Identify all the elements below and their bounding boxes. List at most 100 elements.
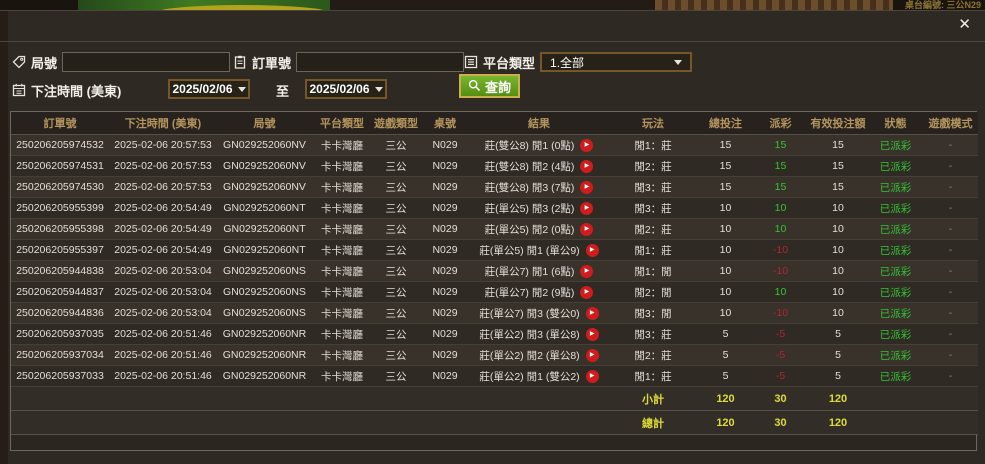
cell-mode: - bbox=[923, 281, 978, 303]
cell-result: 莊(雙公8) 閒2 (4點) ▶ bbox=[470, 155, 608, 177]
cell-payout: -10 bbox=[753, 260, 808, 282]
column-header-table-no: 桌號 bbox=[420, 112, 470, 135]
cell-game-type: 三公 bbox=[372, 302, 420, 324]
column-header-status: 狀態 bbox=[868, 112, 923, 135]
replay-button[interactable]: ▶ bbox=[585, 348, 599, 362]
result-text: 莊(單公2) 閒1 (雙公2) bbox=[479, 370, 580, 383]
column-header-order-no: 訂單號 bbox=[11, 112, 109, 135]
tag-icon bbox=[12, 55, 26, 69]
cell-result: 莊(單公7) 閒2 (9點) ▶ bbox=[470, 281, 608, 303]
cell-table-no: N029 bbox=[420, 323, 470, 345]
header-divider bbox=[0, 41, 985, 42]
replay-button[interactable]: ▶ bbox=[580, 201, 594, 215]
replay-button[interactable]: ▶ bbox=[580, 264, 594, 278]
cell-platform: 卡卡灣廳 bbox=[312, 155, 372, 177]
cell-play: 閒3：莊 bbox=[608, 323, 698, 345]
platform-select[interactable]: 1.全部 bbox=[540, 52, 693, 72]
cell-total-bet: 5 bbox=[698, 344, 753, 366]
game-no-input[interactable] bbox=[62, 52, 231, 72]
cell-payout: -10 bbox=[753, 302, 808, 324]
cell-total-bet: 10 bbox=[698, 239, 753, 261]
replay-button[interactable]: ▶ bbox=[585, 306, 599, 320]
cell-play: 閒1：莊 bbox=[608, 365, 698, 387]
result-text: 莊(雙公8) 閒3 (7點) bbox=[484, 181, 575, 194]
cell-payout: -5 bbox=[753, 365, 808, 387]
cell-mode: - bbox=[923, 155, 978, 177]
cell-game-type: 三公 bbox=[372, 197, 420, 219]
cell-table-no: N029 bbox=[420, 344, 470, 366]
replay-button[interactable]: ▶ bbox=[580, 138, 594, 152]
cell-mode: - bbox=[923, 197, 978, 219]
replay-button[interactable]: ▶ bbox=[580, 285, 594, 299]
search-button[interactable]: 查詢 bbox=[459, 74, 521, 98]
cell-total-bet: 10 bbox=[698, 260, 753, 282]
cell-status: 已派彩 bbox=[868, 155, 923, 177]
order-no-input[interactable] bbox=[296, 52, 465, 72]
cell-play: 閒1：莊 bbox=[608, 239, 698, 261]
cell-status: 已派彩 bbox=[868, 302, 923, 324]
list-icon bbox=[464, 55, 478, 69]
cell-bet-time: 2025-02-06 20:54:49 bbox=[109, 218, 217, 240]
cell-table-no: N029 bbox=[420, 365, 470, 387]
order-no-label: 訂單號 bbox=[252, 55, 292, 71]
date-from-group: 2025/02/06 bbox=[168, 78, 250, 100]
cell-status: 已派彩 bbox=[868, 323, 923, 345]
chevron-down-icon bbox=[374, 86, 383, 92]
close-icon[interactable]: ✕ bbox=[958, 16, 971, 33]
cell-payout: 10 bbox=[753, 218, 808, 240]
result-text: 莊(單公7) 閒1 (6點) bbox=[484, 265, 575, 278]
cell-mode: - bbox=[923, 134, 978, 156]
cell-valid-bet: 10 bbox=[808, 239, 868, 261]
cell-status: 已派彩 bbox=[868, 344, 923, 366]
platform-selected-value: 1.全部 bbox=[550, 55, 585, 70]
table-row: 250206205974530 2025-02-06 20:57:53 GN02… bbox=[11, 176, 978, 198]
cell-valid-bet: 10 bbox=[808, 281, 868, 303]
cell-game-no: GN029252060NS bbox=[217, 260, 312, 282]
cell-bet-time: 2025-02-06 20:57:53 bbox=[109, 134, 217, 156]
cell-table-no: N029 bbox=[420, 281, 470, 303]
cell-game-type: 三公 bbox=[372, 260, 420, 282]
cell-result: 莊(單公5) 閒2 (0點) ▶ bbox=[470, 218, 608, 240]
date-to-picker[interactable]: 2025/02/06 bbox=[305, 79, 387, 99]
cell-bet-time: 2025-02-06 20:54:49 bbox=[109, 239, 217, 261]
cell-order-no: 250206205937035 bbox=[11, 323, 109, 345]
subtotal-total-bet: 120 bbox=[698, 386, 753, 411]
cell-payout: 10 bbox=[753, 281, 808, 303]
cell-bet-time: 2025-02-06 20:53:04 bbox=[109, 281, 217, 303]
cell-play: 閒3：莊 bbox=[608, 176, 698, 198]
chevron-down-icon bbox=[674, 59, 683, 65]
cell-valid-bet: 5 bbox=[808, 365, 868, 387]
cell-payout: 10 bbox=[753, 197, 808, 219]
replay-button[interactable]: ▶ bbox=[580, 159, 594, 173]
cell-result: 莊(單公7) 閒3 (雙公0) ▶ bbox=[470, 302, 608, 324]
cell-payout: 15 bbox=[753, 134, 808, 156]
platform-label: 平台類型 bbox=[483, 55, 536, 71]
cell-result: 莊(單公2) 閒1 (雙公2) ▶ bbox=[470, 365, 608, 387]
cell-table-no: N029 bbox=[420, 176, 470, 198]
replay-button[interactable]: ▶ bbox=[585, 243, 599, 257]
cell-total-bet: 10 bbox=[698, 281, 753, 303]
replay-button[interactable]: ▶ bbox=[585, 327, 599, 341]
result-text: 莊(雙公8) 閒2 (4點) bbox=[484, 160, 575, 173]
cell-table-no: N029 bbox=[420, 218, 470, 240]
replay-button[interactable]: ▶ bbox=[585, 369, 599, 383]
cell-play: 閒3：莊 bbox=[608, 197, 698, 219]
cell-table-no: N029 bbox=[420, 197, 470, 219]
table-number-label: 桌台編號: 三公N29 bbox=[904, 0, 981, 10]
cell-bet-time: 2025-02-06 20:51:46 bbox=[109, 365, 217, 387]
column-header-mode: 遊戲模式 bbox=[923, 112, 978, 135]
replay-button[interactable]: ▶ bbox=[580, 180, 594, 194]
cell-valid-bet: 15 bbox=[808, 134, 868, 156]
replay-button[interactable]: ▶ bbox=[580, 222, 594, 236]
cell-table-no: N029 bbox=[420, 260, 470, 282]
result-text: 莊(單公5) 閒2 (0點) bbox=[484, 223, 575, 236]
column-header-payout: 派彩 bbox=[753, 112, 808, 135]
cell-status: 已派彩 bbox=[868, 176, 923, 198]
modal-left-edge bbox=[0, 11, 8, 464]
grand-total-label: 總計 bbox=[608, 410, 698, 435]
table-row: 250206205974532 2025-02-06 20:57:53 GN02… bbox=[11, 134, 978, 156]
result-text: 莊(單公2) 閒2 (單公8) bbox=[479, 349, 580, 362]
date-from-picker[interactable]: 2025/02/06 bbox=[168, 79, 250, 99]
cell-order-no: 250206205974532 bbox=[11, 134, 109, 156]
bet-history-modal: ✕ 局號 訂單號 平台類型 1.全部 下注時間 (美東) 20 bbox=[0, 10, 985, 464]
